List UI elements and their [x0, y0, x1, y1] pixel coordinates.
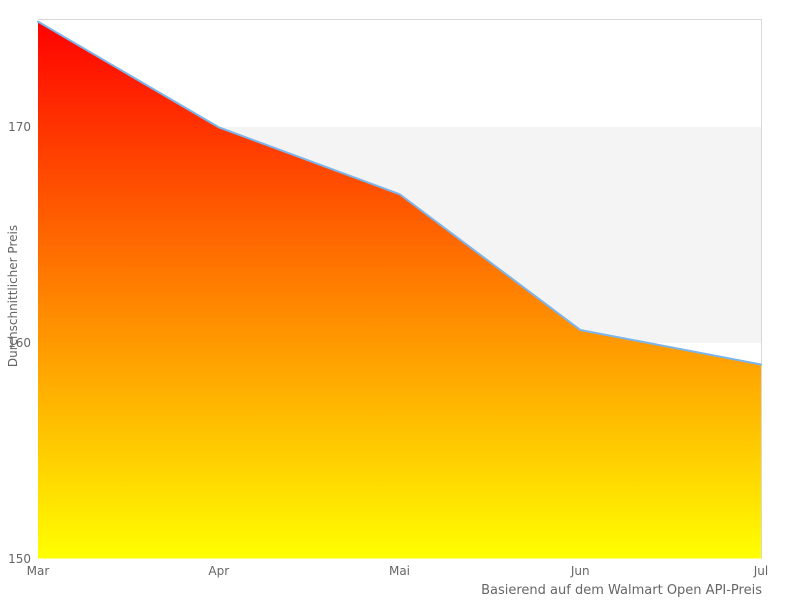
- y-tick-label-150: 150: [8, 551, 31, 566]
- x-tick-label-jul: Jul: [753, 564, 769, 578]
- x-tick-label-mar: Mar: [26, 564, 50, 578]
- chart-caption: Basierend auf dem Walmart Open API-Preis: [481, 583, 762, 598]
- y-tick-label-160: 160: [8, 335, 31, 350]
- price-line: [37, 20, 762, 366]
- x-tick-label-jun: Jun: [570, 564, 590, 578]
- y-tick-label-170: 170: [8, 120, 31, 135]
- x-tick-label-mai: Mai: [388, 564, 411, 578]
- x-tick-label-apr: Apr: [208, 564, 230, 578]
- area-fill: [38, 21, 761, 559]
